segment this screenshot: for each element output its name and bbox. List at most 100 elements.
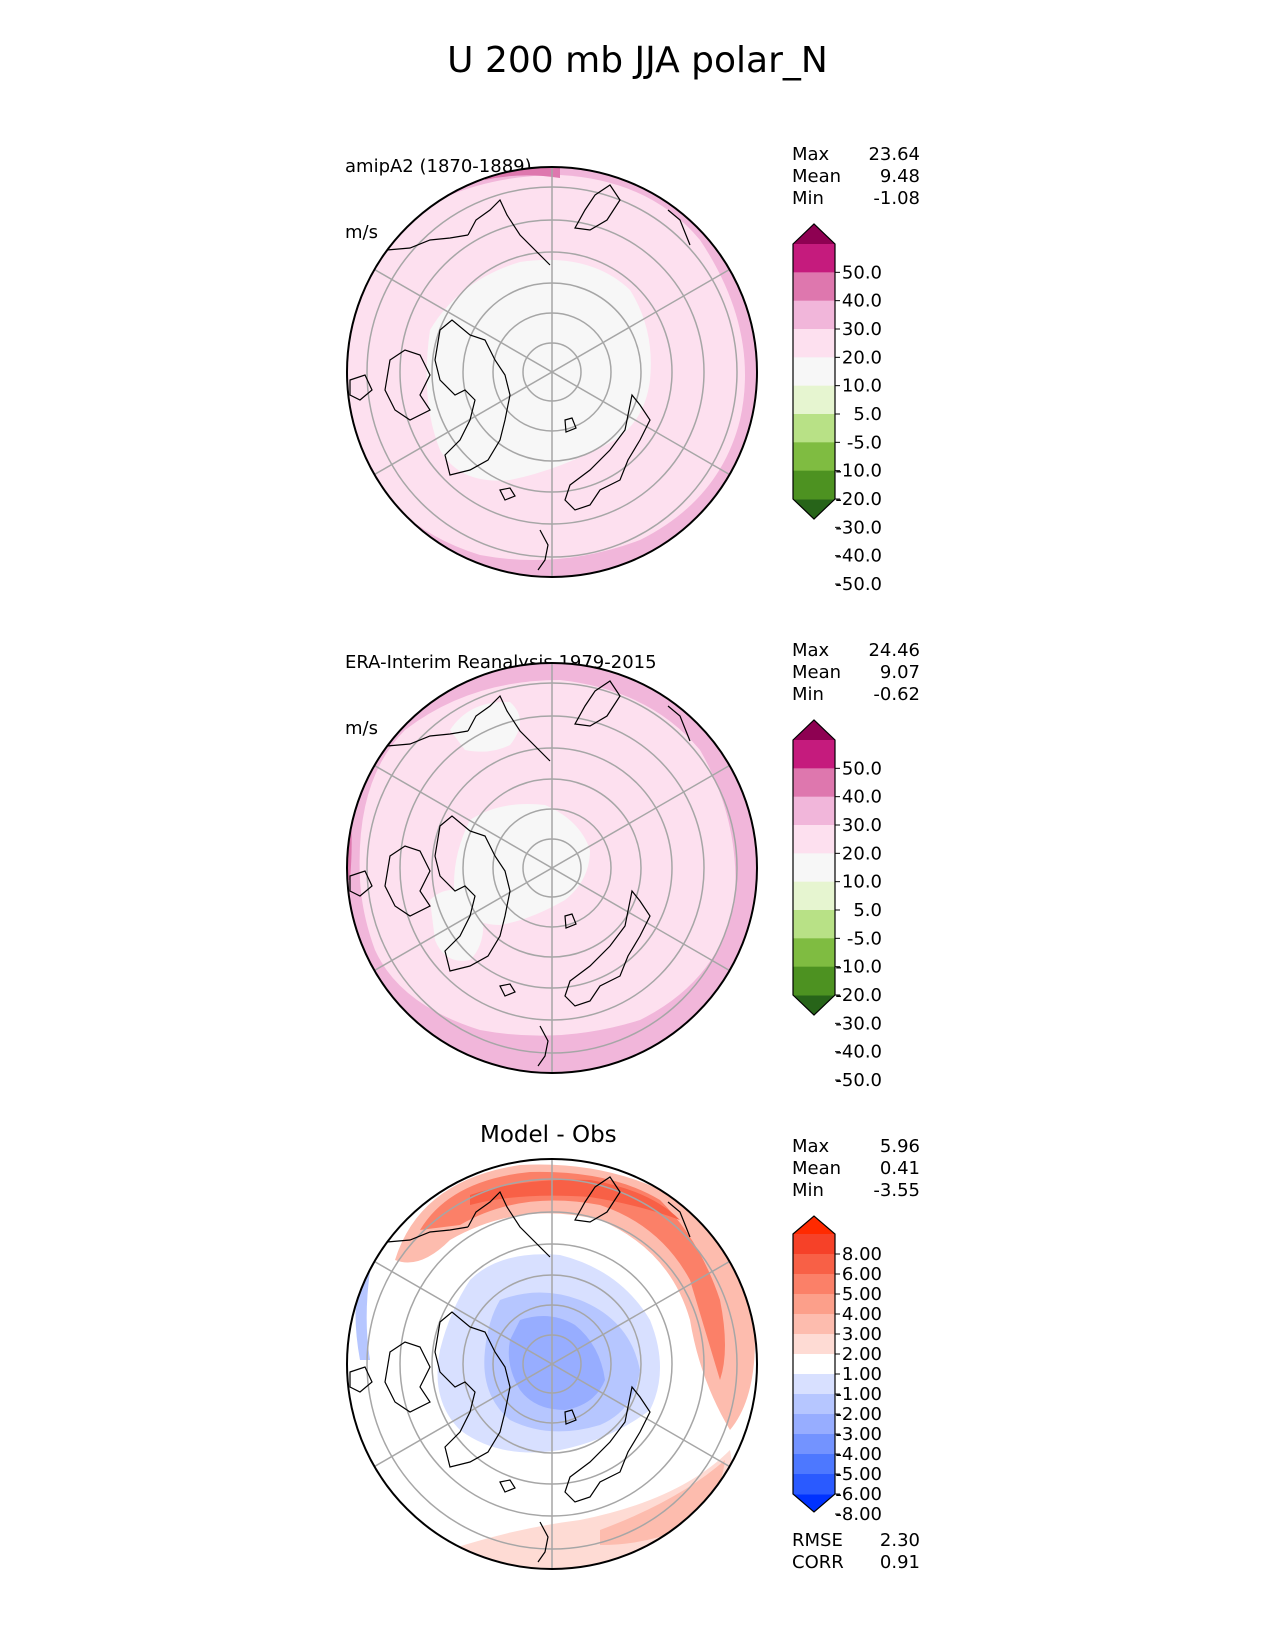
field-fill-neg3-neg2	[355, 1220, 380, 1360]
panel2-stats: Max 24.46 Mean 9.07 Min -0.62	[792, 640, 920, 706]
colorbar-segment	[793, 300, 835, 330]
colorbar-tick-label: -40.0	[835, 546, 882, 567]
colorbar-extend-max	[793, 720, 835, 740]
colorbar-tick-label: 3.00	[842, 1324, 882, 1345]
colorbar-segment	[793, 881, 835, 911]
panel3-stats: Max 5.96 Mean 0.41 Min -3.55	[792, 1136, 920, 1202]
graticule	[366, 663, 738, 1073]
colorbar-tick-label: 30.0	[842, 815, 882, 836]
stat-mean-label: Mean	[792, 166, 842, 187]
panel3-skill-stats: RMSE 2.30 CORR 0.91	[792, 1530, 920, 1574]
colorbar-tick-label: -1.00	[835, 1384, 882, 1405]
panel3-title: Model - Obs	[480, 1122, 617, 1148]
colorbar-segment	[793, 1274, 835, 1295]
panel1-colorbar: 50.0 40.0 30.0 20.0 10.0 5.0 -5.0 -10.0 -20.0 -30…	[792, 223, 882, 595]
colorbar-extend-max	[793, 1216, 835, 1234]
stat-mean-value: 9.48	[879, 166, 920, 187]
stat-mean-value: 0.41	[879, 1158, 920, 1179]
colorbar-tick-label: 50.0	[842, 758, 882, 779]
colorbar-tick-label: 20.0	[842, 843, 882, 864]
panel1-dataset-label: amipA2 (1870-1889)	[345, 156, 532, 177]
colorbar-segment	[793, 825, 835, 854]
colorbar-tick-label: -2.00	[835, 1404, 882, 1425]
colorbar-tick-label: 5.00	[842, 1284, 882, 1305]
field-fill-4-5	[420, 1171, 725, 1380]
colorbar-tick-label: 40.0	[842, 291, 882, 312]
colorbar-segment	[793, 1474, 835, 1495]
colorbar-tick-label: -4.00	[835, 1444, 882, 1465]
colorbar-tick-label: 2.00	[842, 1344, 882, 1365]
graticule	[366, 1159, 738, 1569]
colorbar-segment	[793, 910, 835, 939]
rmse-value: 2.30	[879, 1530, 920, 1551]
colorbar-extend-min	[793, 995, 835, 1015]
figure-title: U 200 mb JJA polar_N	[447, 40, 828, 81]
colorbar-segment	[793, 796, 835, 826]
map-boundary	[346, 1158, 758, 1570]
stat-min-value: -1.08	[873, 188, 920, 209]
colorbar-tick-label: -5.0	[847, 432, 882, 453]
colorbar-tick-label: 10.0	[842, 376, 882, 397]
colorbar-extend-max	[793, 224, 835, 244]
colorbar-segment	[793, 414, 835, 443]
colorbar-tick-label: -50.0	[835, 1070, 882, 1091]
colorbar-segment	[793, 1354, 835, 1375]
colorbar-segment	[793, 470, 835, 500]
coastlines	[349, 680, 691, 1067]
coastlines	[349, 1176, 691, 1563]
colorbar-segment	[793, 1454, 835, 1475]
stat-min-value: -0.62	[873, 684, 920, 705]
colorbar-tick-label: -8.00	[835, 1504, 882, 1525]
colorbar-tick-label: -10.0	[835, 461, 882, 482]
colorbar-tick-label: -20.0	[835, 985, 882, 1006]
colorbar-segment	[793, 1234, 835, 1255]
panel1-label: amipA2 (1870-1889) m/s	[345, 112, 532, 266]
colorbar-tick-label: 1.00	[842, 1364, 882, 1385]
panel2-colorbar: 50.0 40.0 30.0 20.0 10.0 5.0 -5.0 -10.0 -20.0 -30…	[792, 719, 882, 1091]
map-boundary	[346, 662, 758, 1074]
stat-max-label: Max	[792, 640, 830, 661]
stat-min-value: -3.55	[873, 1180, 920, 1201]
colorbar-segment	[793, 272, 835, 302]
colorbar-tick-label: -5.0	[847, 928, 882, 949]
stat-mean-value: 9.07	[879, 662, 920, 683]
colorbar-tick-label: 6.00	[842, 1264, 882, 1285]
stat-max-value: 23.64	[868, 144, 920, 165]
colorbar-tick-label: -50.0	[835, 574, 882, 595]
panel1-map	[346, 166, 758, 578]
colorbar-extend-min	[793, 499, 835, 519]
colorbar-segment	[793, 768, 835, 798]
colorbar-tick-label: 5.0	[853, 900, 882, 921]
colorbar-segment	[793, 357, 835, 387]
colorbar-segment	[793, 1314, 835, 1335]
panel2-map	[346, 662, 758, 1074]
corr-label: CORR	[792, 1552, 844, 1573]
colorbar-tick-label: -5.00	[835, 1464, 882, 1485]
corr-value: 0.91	[879, 1552, 920, 1573]
stat-min-label: Min	[792, 1180, 824, 1201]
panel1-stats: Max 23.64 Mean 9.48 Min -1.08	[792, 144, 920, 210]
colorbar-tick-label: -3.00	[835, 1424, 882, 1445]
colorbar-tick-label: 10.0	[842, 872, 882, 893]
stat-max-value: 24.46	[868, 640, 920, 661]
colorbar-tick-label: 4.00	[842, 1304, 882, 1325]
field-fill-neg5-5	[450, 701, 520, 752]
colorbar-tick-label: 5.0	[853, 404, 882, 425]
colorbar-segment	[793, 1434, 835, 1455]
stat-min-label: Min	[792, 684, 824, 705]
colorbar-segment	[793, 1394, 835, 1415]
colorbar-tick-label: 50.0	[842, 262, 882, 283]
stat-max-label: Max	[792, 144, 830, 165]
stat-mean-label: Mean	[792, 662, 842, 683]
colorbar-segment	[793, 385, 835, 415]
colorbar-tick-label: 40.0	[842, 787, 882, 808]
stat-max-value: 5.96	[879, 1136, 920, 1157]
colorbar-segment	[793, 244, 835, 273]
colorbar-tick-label: -30.0	[835, 1013, 882, 1034]
colorbar-segment	[793, 1414, 835, 1435]
colorbar-tick-label: 8.00	[842, 1244, 882, 1265]
colorbar-extend-min	[793, 1494, 835, 1512]
graticule	[366, 167, 738, 577]
rmse-label: RMSE	[792, 1530, 843, 1551]
stat-min-label: Min	[792, 188, 824, 209]
